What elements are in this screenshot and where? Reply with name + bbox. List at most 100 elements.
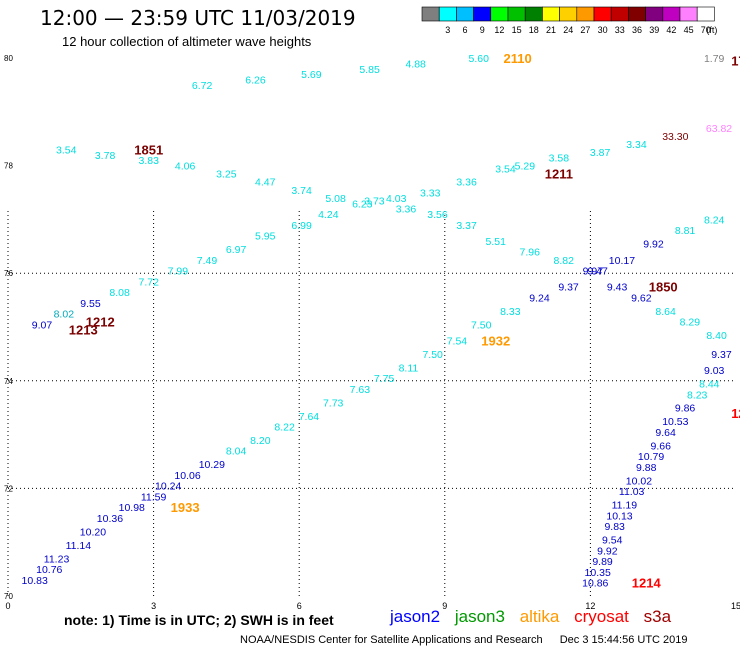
wave-height-value: 8.02	[54, 309, 75, 321]
wave-height-value: 9.88	[636, 462, 657, 474]
wave-height-value: 9.64	[655, 427, 676, 439]
wave-height-value: 10.76	[36, 564, 62, 576]
colorbar-tick-label: 24	[563, 25, 573, 35]
pass-time-label: 2110	[503, 51, 531, 66]
colorbar-tick-label: 9	[480, 25, 485, 35]
wave-height-value: 5.08	[325, 193, 346, 205]
wave-height-value: 5.60	[469, 53, 490, 65]
wave-height-value: 3.73	[364, 196, 385, 208]
wave-height-value: 9.86	[675, 403, 696, 415]
wave-height-value: 7.54	[447, 335, 468, 347]
wave-height-value: 9.83	[604, 521, 625, 533]
latitude-label: 72	[4, 484, 13, 493]
colorbar-unit: (ft)	[706, 25, 717, 35]
page-title: 12:00 — 23:59 UTC 11/03/2019	[40, 6, 356, 30]
wave-height-value: 8.20	[250, 435, 271, 447]
wave-height-value: 10.02	[626, 475, 652, 487]
legend-cryosat: cryosat	[574, 607, 629, 626]
satellite-legend: jason2 jason3 altika cryosat s3a	[390, 607, 681, 627]
wave-height-value: 8.81	[675, 225, 696, 237]
wave-height-value: 9.43	[607, 282, 628, 294]
wave-height-value: 7.73	[323, 397, 344, 409]
colorbar-tick-label: 36	[632, 25, 642, 35]
wave-height-value: 4.47	[255, 177, 276, 189]
wave-height-value: 6.97	[226, 244, 247, 256]
wave-height-value: 7.49	[197, 255, 218, 267]
wave-height-value: 5.51	[486, 236, 507, 248]
wave-height-value: 5.29	[515, 161, 536, 173]
wave-height-value: 7.50	[471, 319, 492, 331]
wave-height-value: 1.79	[704, 53, 725, 65]
legend-jason2: jason2	[390, 607, 441, 626]
wave-height-value: 10.24	[155, 481, 181, 493]
wave-height-value: 3.36	[396, 204, 417, 216]
wave-height-value: 9.89	[592, 556, 613, 568]
wave-height-value: 9.62	[631, 292, 652, 304]
credit-line: NOAA/NESDIS Center for Satellite Applica…	[240, 634, 702, 646]
latitude-label: 76	[4, 269, 13, 278]
wave-height-value: 9.97	[583, 266, 604, 278]
longitude-label: 0	[5, 601, 10, 611]
colorbar-tick-label: 33	[615, 25, 625, 35]
wave-height-value: 7.99	[168, 266, 189, 278]
wave-height-value: 7.50	[422, 349, 443, 361]
wave-height-value: 10.53	[662, 416, 688, 428]
wave-height-value: 9.92	[597, 545, 618, 557]
wave-height-value: 8.23	[687, 389, 708, 401]
legend-altika: altika	[519, 607, 560, 626]
wave-height-value: 8.82	[553, 255, 574, 267]
wave-height-value: 8.29	[680, 317, 701, 329]
wave-height-value: 3.58	[549, 153, 570, 165]
wave-height-value: 10.86	[582, 578, 608, 590]
wave-height-value: 10.20	[80, 526, 106, 538]
wave-height-value: 8.11	[399, 362, 419, 374]
wave-height-value: 10.06	[174, 470, 200, 482]
wave-height-value: 6.23	[352, 198, 373, 210]
colorbar-tick-label: 39	[649, 25, 659, 35]
colorbar-tick-label: 42	[666, 25, 676, 35]
pass-time-label: 1850	[649, 280, 678, 295]
page-subtitle: 12 hour collection of altimeter wave hei…	[62, 34, 312, 49]
wave-height-value: 7.75	[374, 373, 395, 385]
wave-height-value: 7.72	[139, 276, 160, 288]
wave-height-value: 9.37	[711, 349, 732, 361]
wave-height-value: 3.33	[420, 188, 441, 200]
wave-height-value: 3.34	[626, 139, 647, 151]
wave-height-value: 10.83	[22, 575, 48, 587]
wave-height-value: 10.29	[199, 459, 225, 471]
colorbar-tick-label: 30	[598, 25, 608, 35]
pass-time-label: 1211	[545, 167, 573, 182]
wave-height-value: 10.13	[606, 510, 632, 522]
wave-height-value: 3.37	[456, 220, 477, 232]
wave-height-value: 10.98	[119, 502, 145, 514]
colorbar-tick-label: 45	[684, 25, 694, 35]
wave-height-value: 8.24	[704, 214, 725, 226]
colorbar-tick-label: 18	[529, 25, 539, 35]
credit-timestamp: Dec 3 15:44:56 UTC 2019	[559, 634, 688, 646]
wave-height-value: 11.19	[612, 500, 638, 512]
wave-height-value: 9.07	[32, 319, 53, 331]
wave-height-value: 3.87	[590, 147, 611, 159]
wave-height-value: 6.99	[291, 220, 312, 232]
wave-height-value: 8.33	[500, 306, 521, 318]
pass-time-label: 1932	[481, 333, 510, 348]
colorbar-tick-label: 3	[445, 25, 450, 35]
wave-height-value: 6.26	[245, 75, 266, 87]
wave-height-value: 3.83	[139, 155, 160, 167]
pass-time-label: 1212	[86, 315, 115, 330]
latitude-label: 78	[4, 162, 13, 171]
pass-time-label: 1213	[69, 323, 98, 338]
wave-height-value: 10.36	[97, 513, 123, 525]
wave-height-value: 6.72	[192, 80, 213, 92]
colorbar-tick-label: 21	[546, 25, 556, 35]
longitude-label: 6	[297, 601, 302, 611]
wave-height-value: 3.56	[427, 209, 448, 221]
wave-height-value: 5.69	[301, 69, 322, 81]
wave-height-value: 7.64	[299, 411, 320, 423]
colorbar-tick-label: 6	[462, 25, 467, 35]
wave-height-value: 3.78	[95, 150, 116, 162]
wave-height-value: 63.82	[706, 123, 732, 135]
latitude-label: 70	[4, 592, 13, 601]
wave-height-value: 3.74	[291, 185, 312, 197]
wave-height-value: 11.23	[44, 553, 70, 565]
